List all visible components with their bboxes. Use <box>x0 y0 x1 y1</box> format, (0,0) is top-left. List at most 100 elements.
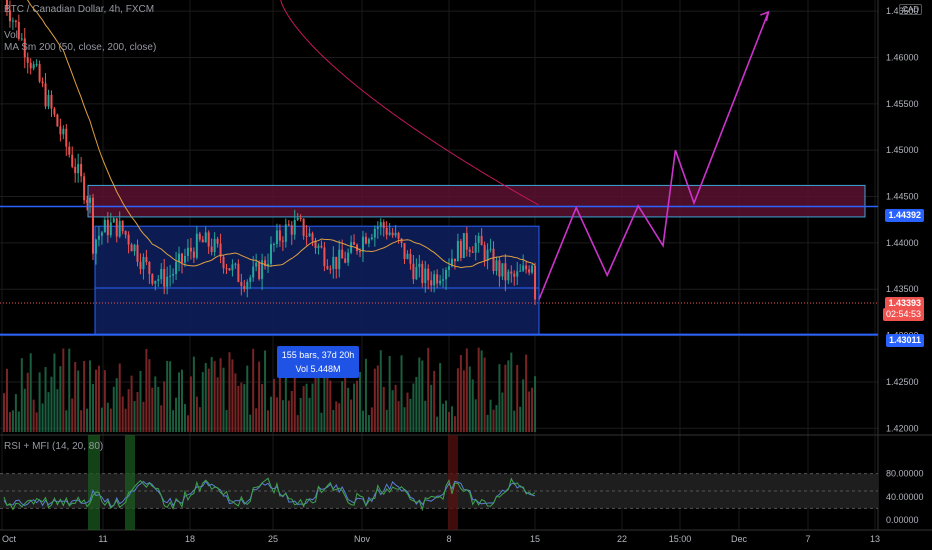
volume-bar <box>59 366 62 432</box>
volume-bar <box>237 385 240 432</box>
candle-body <box>237 263 240 282</box>
candle-body <box>332 256 335 269</box>
volume-bar <box>406 392 409 432</box>
candle-body <box>204 232 207 243</box>
candle-body <box>462 233 465 258</box>
volume-bar <box>124 408 127 432</box>
volume-bar <box>397 401 400 432</box>
volume-bar <box>228 352 231 432</box>
candle-body <box>450 258 453 267</box>
candle-body <box>80 164 83 177</box>
price-tick-label: 1.42000 <box>886 423 919 433</box>
candle-body <box>436 274 439 284</box>
candle-body <box>154 280 157 284</box>
rsi-indicator-label: RSI + MFI (14, 20, 80) <box>4 441 104 452</box>
volume-bar <box>264 350 267 432</box>
candle-body <box>195 233 198 258</box>
candle-body <box>418 263 421 268</box>
candle-body <box>77 164 80 174</box>
ma-short-line <box>27 0 536 269</box>
candle-body <box>186 247 189 257</box>
volume-bar <box>350 399 353 432</box>
price-tick-label: 1.45500 <box>886 99 919 109</box>
candle-body <box>272 243 275 245</box>
candle-body <box>5 0 8 11</box>
price-tick-label: 1.46500 <box>886 6 919 16</box>
volume-bar <box>47 392 50 432</box>
volume-bar <box>456 368 459 432</box>
candle-body <box>62 128 65 135</box>
volume-bar <box>347 387 350 432</box>
candle-body <box>477 235 480 243</box>
candle-body <box>41 81 44 84</box>
candle-body <box>281 240 284 242</box>
candle-body <box>32 64 35 69</box>
candle-body <box>424 268 427 284</box>
candle-body <box>474 242 477 253</box>
candle-body <box>510 271 513 274</box>
candle-body <box>92 197 94 254</box>
volume-bar <box>261 384 264 432</box>
candle-body <box>270 244 272 264</box>
volume-bar <box>142 401 145 432</box>
candle-body <box>486 249 489 261</box>
volume-bar <box>86 408 89 432</box>
candle-body <box>65 128 68 147</box>
volume-bar <box>474 399 477 432</box>
candle-body <box>89 197 92 203</box>
price-label-support: 1.43011 <box>885 334 924 347</box>
candle-body <box>323 247 326 267</box>
volume-bar <box>361 410 364 432</box>
volume-bar <box>74 361 77 432</box>
candle-body <box>112 218 115 223</box>
candle-body <box>370 237 373 240</box>
candle-body <box>71 154 74 167</box>
candle-body <box>139 261 142 270</box>
volume-bar <box>231 359 234 432</box>
volume-bar <box>344 349 347 432</box>
volume-bar <box>370 407 373 432</box>
candle-body <box>86 200 89 203</box>
time-tick-label: 7 <box>805 534 810 544</box>
candle-body <box>498 260 501 277</box>
candle-body <box>225 268 228 270</box>
volume-bar <box>424 400 427 432</box>
candle-body <box>305 235 308 237</box>
candle-body <box>130 244 133 252</box>
volume-bar <box>353 383 356 432</box>
candle-body <box>445 269 448 280</box>
candle-body <box>495 260 498 272</box>
candle-body <box>341 249 344 259</box>
volume-bar <box>373 368 376 432</box>
volume-bar <box>44 367 47 432</box>
volume-bar <box>379 350 382 432</box>
volume-bar <box>427 347 430 432</box>
volume-bar <box>364 358 367 432</box>
volume-bar <box>5 368 8 432</box>
price-tick-label: 1.44000 <box>886 238 919 248</box>
volume-bar <box>189 376 192 432</box>
volume-bar <box>38 372 41 432</box>
volume-bar <box>255 408 258 432</box>
candle-body <box>56 114 59 127</box>
candle-body <box>231 264 234 271</box>
volume-bar <box>183 404 186 432</box>
candle-body <box>442 279 445 281</box>
candle-body <box>68 146 71 155</box>
volume-bar <box>284 369 287 432</box>
range-box <box>94 225 540 336</box>
volume-bar <box>272 378 275 432</box>
candle-body <box>385 227 388 235</box>
volume-bar <box>468 366 471 432</box>
candle-body <box>59 126 62 135</box>
rsi-line <box>3 480 536 507</box>
candle-body <box>290 225 293 235</box>
time-tick-label: 13 <box>870 534 880 544</box>
volume-bar <box>391 390 394 432</box>
candle-body <box>320 245 323 248</box>
candle-body <box>403 242 406 259</box>
volume-bar <box>213 361 216 432</box>
candle-body <box>483 245 486 261</box>
candle-body <box>83 176 86 201</box>
